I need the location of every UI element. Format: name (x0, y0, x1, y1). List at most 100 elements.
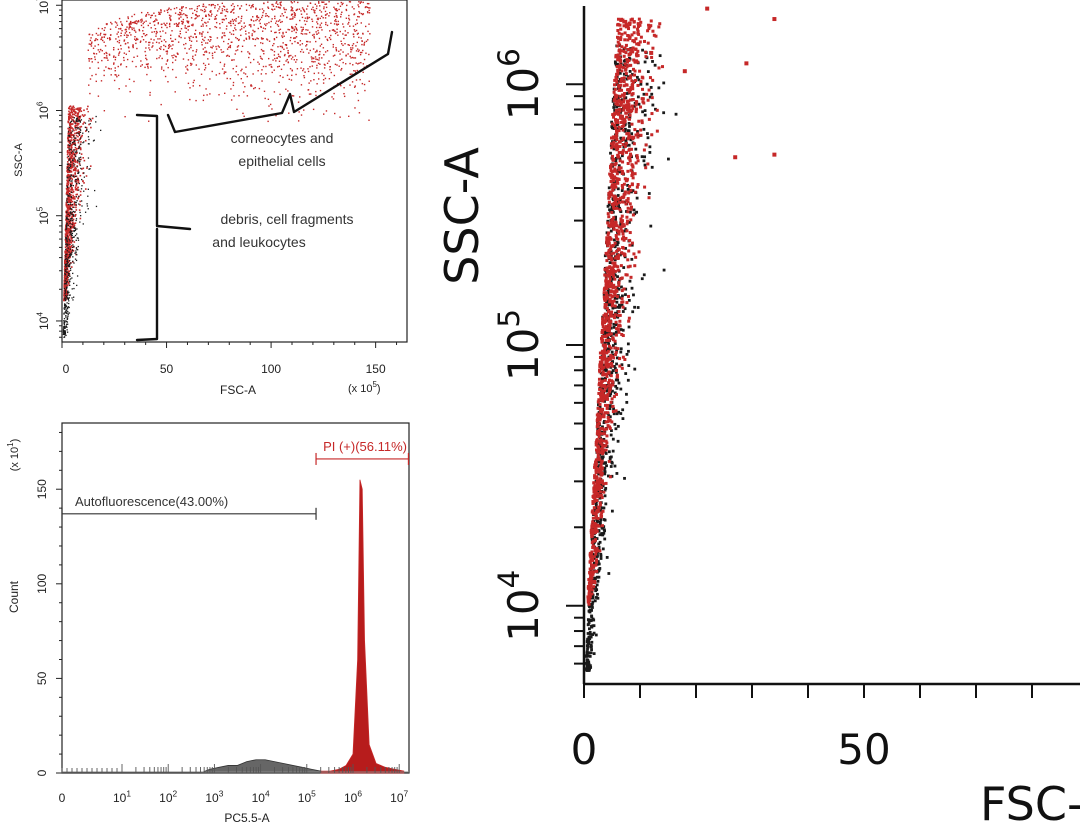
data-point (68, 263, 70, 266)
data-point (70, 204, 73, 207)
data-point (272, 5, 275, 7)
data-point (607, 572, 611, 575)
data-point (607, 203, 611, 207)
data-point (303, 9, 305, 11)
data-point (186, 16, 188, 19)
data-point (120, 63, 122, 65)
data-point (627, 105, 631, 109)
data-point (265, 73, 267, 75)
data-point (158, 57, 160, 59)
data-point (598, 458, 602, 462)
data-point (165, 41, 167, 43)
data-point (66, 236, 68, 239)
data-point (63, 304, 66, 307)
data-point (156, 19, 158, 21)
data-point (610, 252, 614, 256)
data-point (169, 25, 171, 28)
y-tick-label: 107 (35, 0, 51, 14)
data-point (67, 132, 70, 135)
data-point (92, 47, 95, 50)
data-point (211, 13, 213, 15)
data-point (313, 11, 315, 13)
data-point (643, 113, 647, 117)
data-point (320, 26, 322, 29)
data-point (280, 50, 282, 53)
data-point (203, 8, 206, 11)
data-point (618, 56, 622, 60)
data-point (71, 208, 73, 210)
data-point (66, 161, 69, 163)
data-point (63, 296, 66, 299)
data-point (284, 43, 287, 46)
data-point (601, 397, 605, 401)
data-point (618, 48, 622, 52)
data-point (302, 28, 305, 31)
data-point (166, 60, 169, 62)
data-point (332, 98, 335, 100)
data-point (230, 4, 233, 7)
data-point (604, 487, 608, 490)
data-point (75, 151, 77, 153)
data-point (186, 21, 189, 23)
data-point (362, 49, 364, 52)
data-point (609, 290, 613, 294)
data-point (71, 163, 74, 166)
data-point (69, 202, 72, 204)
data-point (66, 235, 68, 237)
data-point (300, 67, 302, 69)
data-point (133, 27, 135, 29)
data-point (625, 115, 629, 119)
data-point (315, 26, 318, 29)
data-point (171, 61, 174, 64)
data-point (603, 411, 607, 415)
data-point (237, 22, 240, 25)
data-point (302, 8, 305, 11)
data-point (67, 158, 70, 160)
data-point (139, 41, 142, 43)
data-point (614, 200, 618, 204)
data-point (79, 200, 81, 203)
data-point (66, 239, 68, 242)
data-point (206, 94, 208, 96)
data-point (221, 36, 223, 38)
data-point (585, 651, 589, 655)
data-point (217, 45, 220, 47)
data-point (118, 52, 120, 55)
data-point (173, 23, 176, 25)
data-point (67, 204, 70, 207)
data-point (81, 168, 83, 170)
data-point (600, 410, 604, 414)
data-point (313, 35, 315, 38)
x-axis-unit: (x 105) (348, 380, 381, 395)
data-point (69, 127, 72, 130)
data-point (587, 619, 591, 623)
data-point (211, 52, 214, 55)
data-point (74, 198, 76, 200)
data-point (141, 35, 143, 38)
data-point (214, 51, 216, 53)
data-point (149, 41, 151, 44)
data-point (86, 167, 88, 169)
data-point (171, 54, 173, 57)
data-point (160, 46, 162, 48)
data-point (77, 122, 80, 125)
data-point (348, 21, 350, 24)
data-point (189, 8, 191, 10)
data-point (128, 28, 130, 30)
data-point (617, 283, 621, 287)
data-point (78, 203, 80, 205)
data-point (267, 1, 269, 3)
data-point (109, 39, 111, 41)
data-point (592, 506, 596, 510)
data-point (261, 50, 264, 52)
data-point (309, 2, 312, 4)
data-point (68, 132, 71, 135)
data-point (67, 163, 69, 166)
data-point (352, 47, 354, 49)
data-point (592, 564, 596, 568)
data-point (628, 221, 631, 224)
data-point (613, 167, 617, 171)
data-point (610, 350, 614, 354)
data-point (78, 195, 80, 198)
data-point (604, 452, 608, 455)
